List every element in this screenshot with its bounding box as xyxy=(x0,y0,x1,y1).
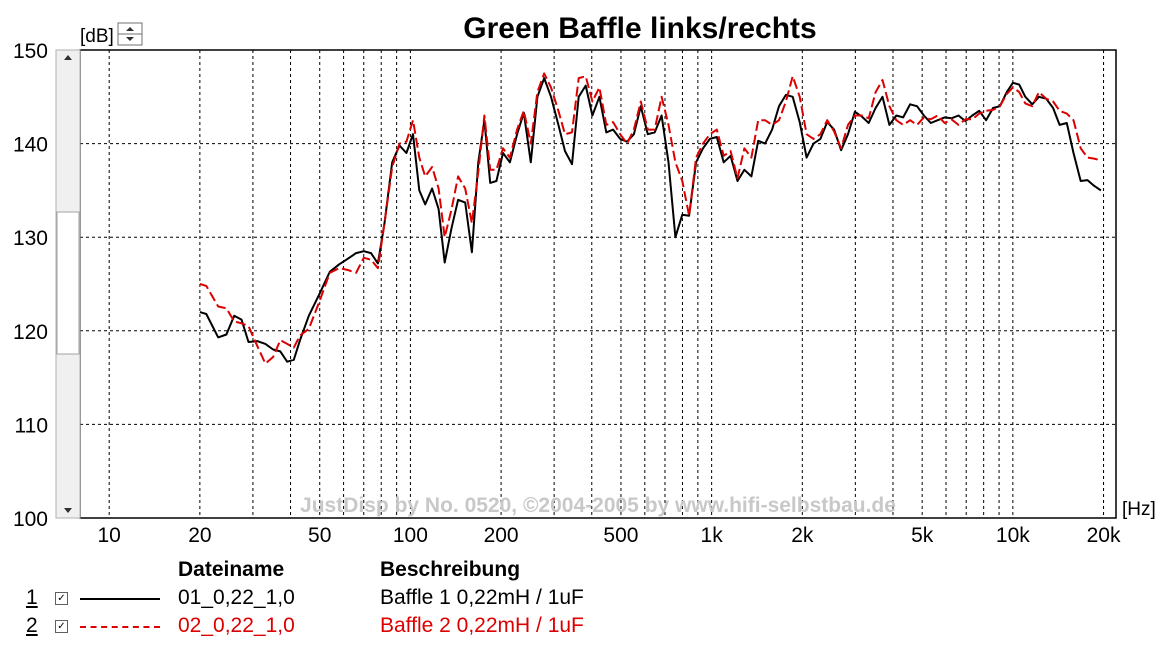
legend-description: Baffle 1 0,22mH / 1uF xyxy=(380,586,584,609)
y-axis-label: [dB] xyxy=(80,26,114,47)
legend-row: 1 ✓ 01_0,22_1,0 Baffle 1 0,22mH / 1uF xyxy=(0,586,700,614)
watermark: JustDisp by No. 0520, ©2004-2005 by www.… xyxy=(300,494,896,517)
y-tick-label: 110 xyxy=(15,414,48,437)
x-tick-label: 20 xyxy=(188,524,211,547)
legend-line-sample xyxy=(80,598,160,600)
chart-title: Green Baffle links/rechts xyxy=(463,12,816,45)
y-tick-label: 130 xyxy=(13,227,48,250)
legend: Dateiname Beschreibung 1 ✓ 01_0,22_1,0 Baff… xyxy=(0,556,1174,656)
x-tick-label: 2k xyxy=(791,524,814,547)
x-tick-label: 200 xyxy=(484,524,519,547)
x-tick-label: 1k xyxy=(701,524,724,547)
legend-header-filename: Dateiname xyxy=(178,558,285,581)
y-tick-label: 120 xyxy=(13,321,48,344)
x-tick-label: 10k xyxy=(996,524,1030,547)
x-tick-label: 5k xyxy=(911,524,934,547)
minor-grid xyxy=(108,50,1105,518)
plot-area xyxy=(79,49,1117,519)
y-scrollbar[interactable] xyxy=(55,49,81,519)
y-tick-label: 140 xyxy=(13,134,48,157)
spinner-up-icon[interactable] xyxy=(126,27,134,31)
legend-filename: 01_0,22_1,0 xyxy=(178,586,295,609)
y-scrollbar-thumb[interactable] xyxy=(56,211,80,355)
scroll-up-icon[interactable] xyxy=(64,55,72,60)
major-grid xyxy=(80,143,1116,425)
legend-row: 2 ✓ 02_0,22_1,0 Baffle 2 0,22mH / 1uF xyxy=(0,614,700,642)
x-tick-label: 100 xyxy=(393,524,428,547)
legend-header-description: Beschreibung xyxy=(380,558,521,581)
legend-index[interactable]: 2 xyxy=(26,614,38,637)
y-unit-spinner[interactable] xyxy=(117,22,143,46)
x-axis-label: [Hz] xyxy=(1122,499,1156,520)
x-tick-label: 10 xyxy=(98,524,121,547)
legend-index[interactable]: 1 xyxy=(26,586,38,609)
scroll-down-icon[interactable] xyxy=(64,508,72,513)
x-axis-ticks: 10 20 50 100 200 500 1k 2k 5k 10k 20k xyxy=(98,524,1121,547)
x-tick-label: 50 xyxy=(308,524,331,547)
spinner-down-icon[interactable] xyxy=(126,37,134,41)
series-line-1 xyxy=(199,77,1102,363)
legend-description: Baffle 2 0,22mH / 1uF xyxy=(380,614,584,637)
y-tick-label: 100 xyxy=(13,508,48,531)
legend-line-sample xyxy=(80,626,160,628)
x-tick-label: 20k xyxy=(1087,524,1121,547)
legend-filename: 02_0,22_1,0 xyxy=(178,614,295,637)
legend-checkbox[interactable]: ✓ xyxy=(55,620,68,633)
y-tick-label: 150 xyxy=(13,40,48,63)
series-line-2 xyxy=(199,72,1102,365)
frequency-response-chart: 100 110 120 130 140 150 10 20 50 100 200 500 1k 2k 5k… xyxy=(13,12,1156,547)
y-axis-ticks: 100 110 120 130 140 150 xyxy=(13,40,48,531)
series-layer xyxy=(199,72,1102,365)
legend-checkbox[interactable]: ✓ xyxy=(55,592,68,605)
x-tick-label: 500 xyxy=(603,524,638,547)
